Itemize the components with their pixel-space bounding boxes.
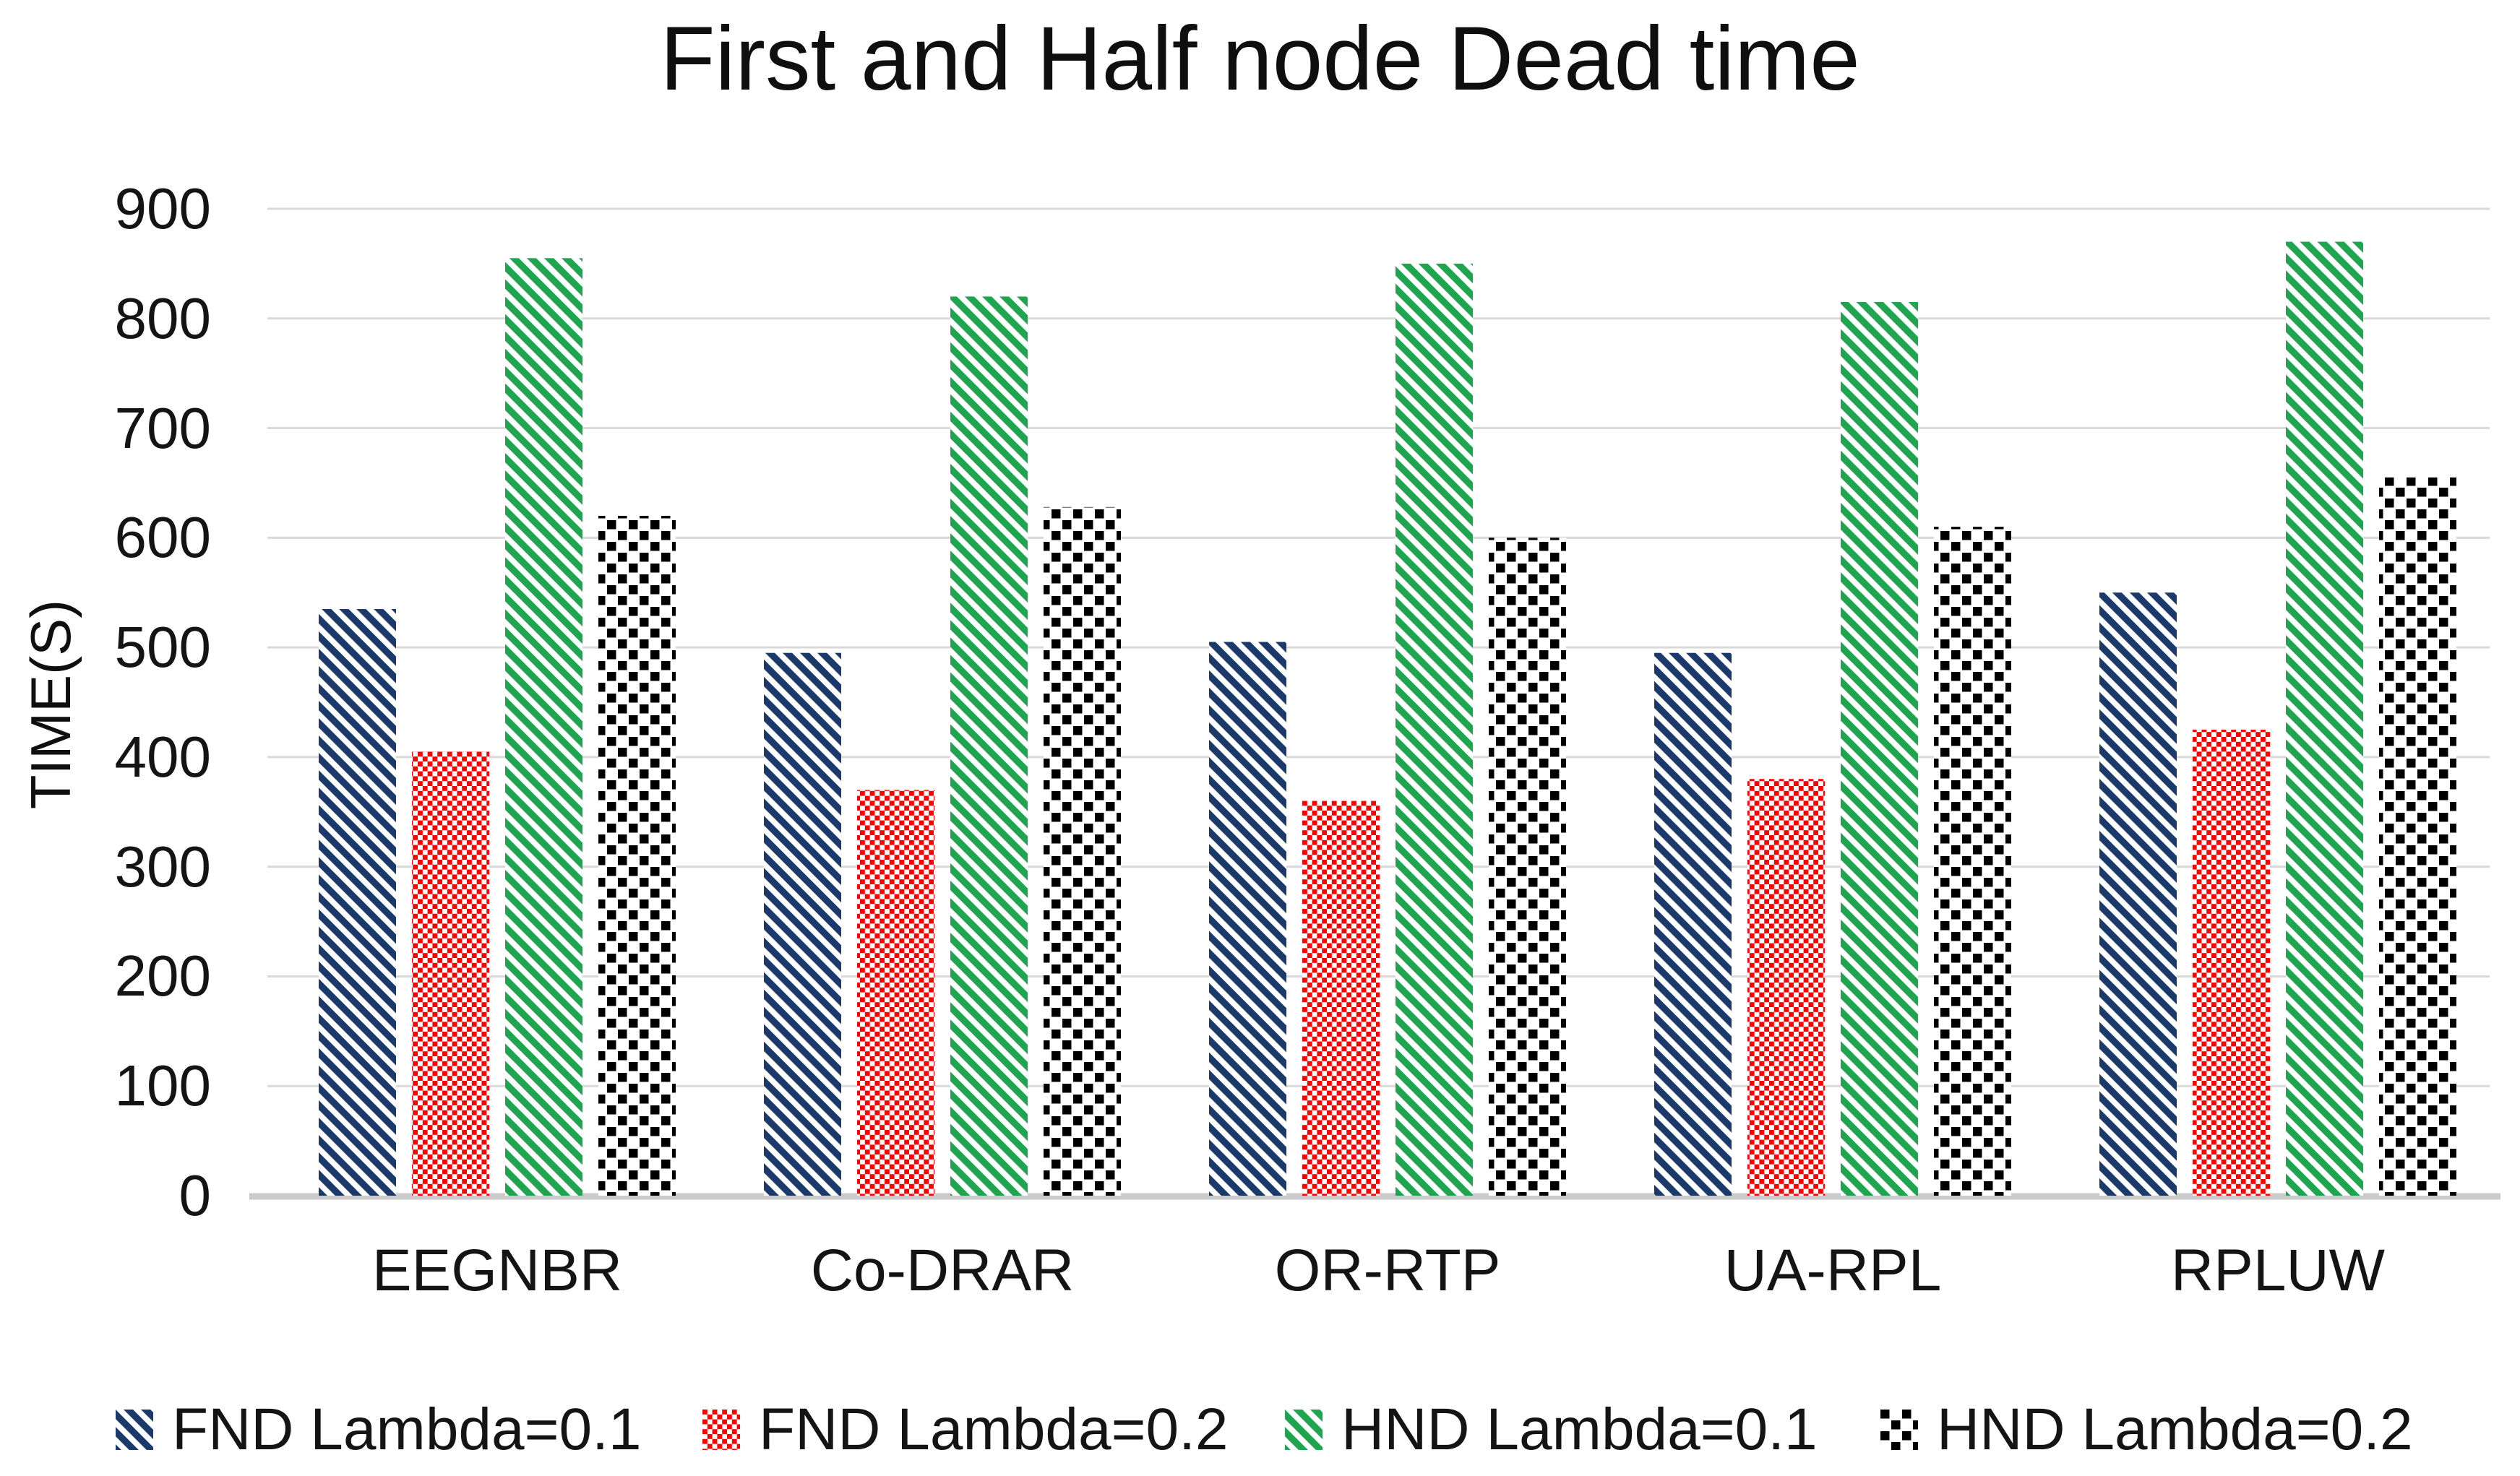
- legend-label: FND Lambda=0.1: [172, 1397, 642, 1462]
- bar: [950, 296, 1028, 1196]
- bar: [1841, 302, 1918, 1196]
- bar: [764, 652, 841, 1196]
- legend-swatch: [1880, 1410, 1918, 1450]
- legend-label: HND Lambda=0.2: [1937, 1397, 2413, 1462]
- category-label: EEGNBR: [371, 1238, 623, 1303]
- category-label: Co-DRAR: [810, 1238, 1075, 1303]
- y-tick-label: 300: [114, 834, 211, 899]
- bar: [857, 790, 934, 1196]
- y-tick-label: 100: [114, 1053, 211, 1118]
- bar: [2193, 729, 2270, 1196]
- bar: [1934, 527, 2011, 1196]
- category-label: UA-RPL: [1724, 1238, 1942, 1303]
- legend-swatch: [116, 1410, 153, 1450]
- bar: [412, 751, 489, 1196]
- y-tick-label: 500: [114, 615, 211, 680]
- y-tick-label: 900: [114, 176, 211, 241]
- y-tick-label: 200: [114, 944, 211, 1009]
- bar: [1489, 538, 1566, 1196]
- bar: [319, 608, 396, 1196]
- legend-item: HND Lambda=0.2: [1880, 1396, 2413, 1464]
- legend-item: FND Lambda=0.1: [116, 1396, 642, 1464]
- category-label: RPLUW: [2170, 1238, 2386, 1303]
- bar: [1209, 642, 1286, 1196]
- y-tick-label: 800: [114, 285, 211, 350]
- bar: [2099, 592, 2177, 1196]
- bar: [1396, 263, 1473, 1196]
- bar: [1044, 506, 1121, 1196]
- y-tick-label: 0: [179, 1163, 212, 1227]
- y-tick-label: 700: [114, 395, 211, 460]
- legend-swatch: [1285, 1410, 1323, 1450]
- bar: [1302, 800, 1380, 1196]
- legend-label: FND Lambda=0.2: [759, 1397, 1229, 1462]
- legend-item: HND Lambda=0.1: [1285, 1396, 1818, 1464]
- legend-item: FND Lambda=0.2: [702, 1396, 1229, 1464]
- y-tick-label: 600: [114, 505, 211, 570]
- legend-label: HND Lambda=0.1: [1341, 1397, 1818, 1462]
- legend-swatch: [702, 1410, 740, 1450]
- bar: [598, 515, 676, 1196]
- bar: [2379, 477, 2456, 1196]
- bar: [2286, 241, 2363, 1196]
- y-tick-label: 400: [114, 724, 211, 789]
- chart-title: First and Half node Dead time: [660, 9, 1860, 109]
- bar: [1654, 652, 1732, 1196]
- bar: [505, 258, 582, 1196]
- category-label: OR-RTP: [1274, 1238, 1501, 1303]
- bar: [1747, 779, 1825, 1196]
